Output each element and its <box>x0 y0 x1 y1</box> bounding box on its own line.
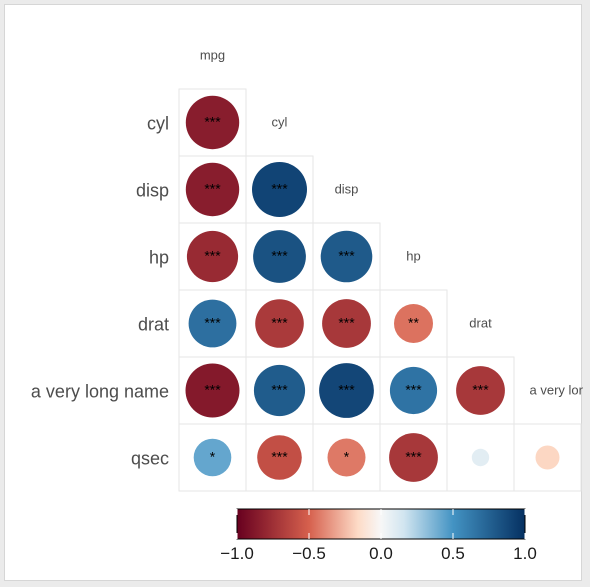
column-label: drat <box>469 316 492 331</box>
correlation-circle <box>253 364 306 417</box>
correlation-circle <box>257 435 302 480</box>
grid-lines <box>178 88 582 492</box>
significance-label: *** <box>204 181 221 197</box>
cells: ****** ****** *** ****** *** *** ***** *** *** **… <box>185 95 560 482</box>
significance-label: *** <box>338 382 355 398</box>
significance-label: *** <box>405 449 422 465</box>
correlation-circle <box>185 95 240 150</box>
column-label: hp <box>406 249 420 264</box>
significance-label: *** <box>271 181 288 197</box>
row-label: hp <box>149 248 169 268</box>
column-label: cyl <box>272 115 288 130</box>
significance-label: * <box>210 449 216 465</box>
colorbar-tick-label: 0.5 <box>441 544 465 563</box>
colorbar-tick-label: 0.0 <box>369 544 393 563</box>
chart-frame: *** *** *** *** *** *** *** *** *** ** *** *** *** **… <box>4 4 590 581</box>
column-label: a very long name <box>530 383 584 398</box>
significance-label: ** <box>408 315 419 331</box>
column-label: disp <box>335 182 359 197</box>
correlation-circle <box>319 363 374 418</box>
correlation-circle <box>389 433 438 482</box>
correlation-circle <box>193 438 232 477</box>
labels: cyl disp hp drat a very long name qsec mpg cyl d… <box>31 48 590 469</box>
row-label: qsec <box>131 449 169 469</box>
colorbar-tick-label: −0.5 <box>292 544 326 563</box>
correlation-circle <box>322 299 371 348</box>
colorbar-tick-label: −1.0 <box>220 544 254 563</box>
correlation-circle <box>255 299 304 348</box>
significance-label: *** <box>204 315 221 331</box>
colorbar-tick-label: 1.0 <box>513 544 537 563</box>
significance-label: *** <box>271 449 288 465</box>
correlation-circle <box>188 299 237 348</box>
row-label: a very long name <box>31 382 169 402</box>
correlation-circle <box>471 448 490 467</box>
row-label: drat <box>138 315 169 335</box>
significance-label: *** <box>338 315 355 331</box>
significance-label: *** <box>338 248 355 264</box>
correlation-circle <box>253 230 306 283</box>
significance-label: *** <box>271 248 288 264</box>
significance-label: *** <box>472 382 489 398</box>
correlation-circle <box>394 304 433 343</box>
correlation-circle <box>185 162 240 217</box>
grid-cell <box>513 423 582 492</box>
significance-label: *** <box>204 114 221 130</box>
correlation-circle <box>535 445 560 470</box>
correlation-circle <box>185 363 240 418</box>
colorbar: −1.0 −0.5 0.0 0.5 1.0 <box>220 508 537 563</box>
significance-label: *** <box>405 382 422 398</box>
correlation-circle <box>456 366 505 415</box>
row-label: disp <box>136 181 169 201</box>
correlation-circle <box>320 230 373 283</box>
significance-label: *** <box>271 382 288 398</box>
correlation-circle <box>186 230 239 283</box>
correlation-chart: ****** ****** *** ****** *** *** ***** *** *** **… <box>31 48 590 564</box>
significance-label: *** <box>204 382 221 398</box>
correlation-circle <box>327 438 366 477</box>
correlation-circle <box>389 366 438 415</box>
row-label: cyl <box>147 114 169 134</box>
column-label: mpg <box>200 48 225 63</box>
correlation-circle <box>252 162 307 217</box>
significance-label: *** <box>204 248 221 264</box>
significance-label: * <box>344 449 350 465</box>
significance-label: *** <box>271 315 288 331</box>
